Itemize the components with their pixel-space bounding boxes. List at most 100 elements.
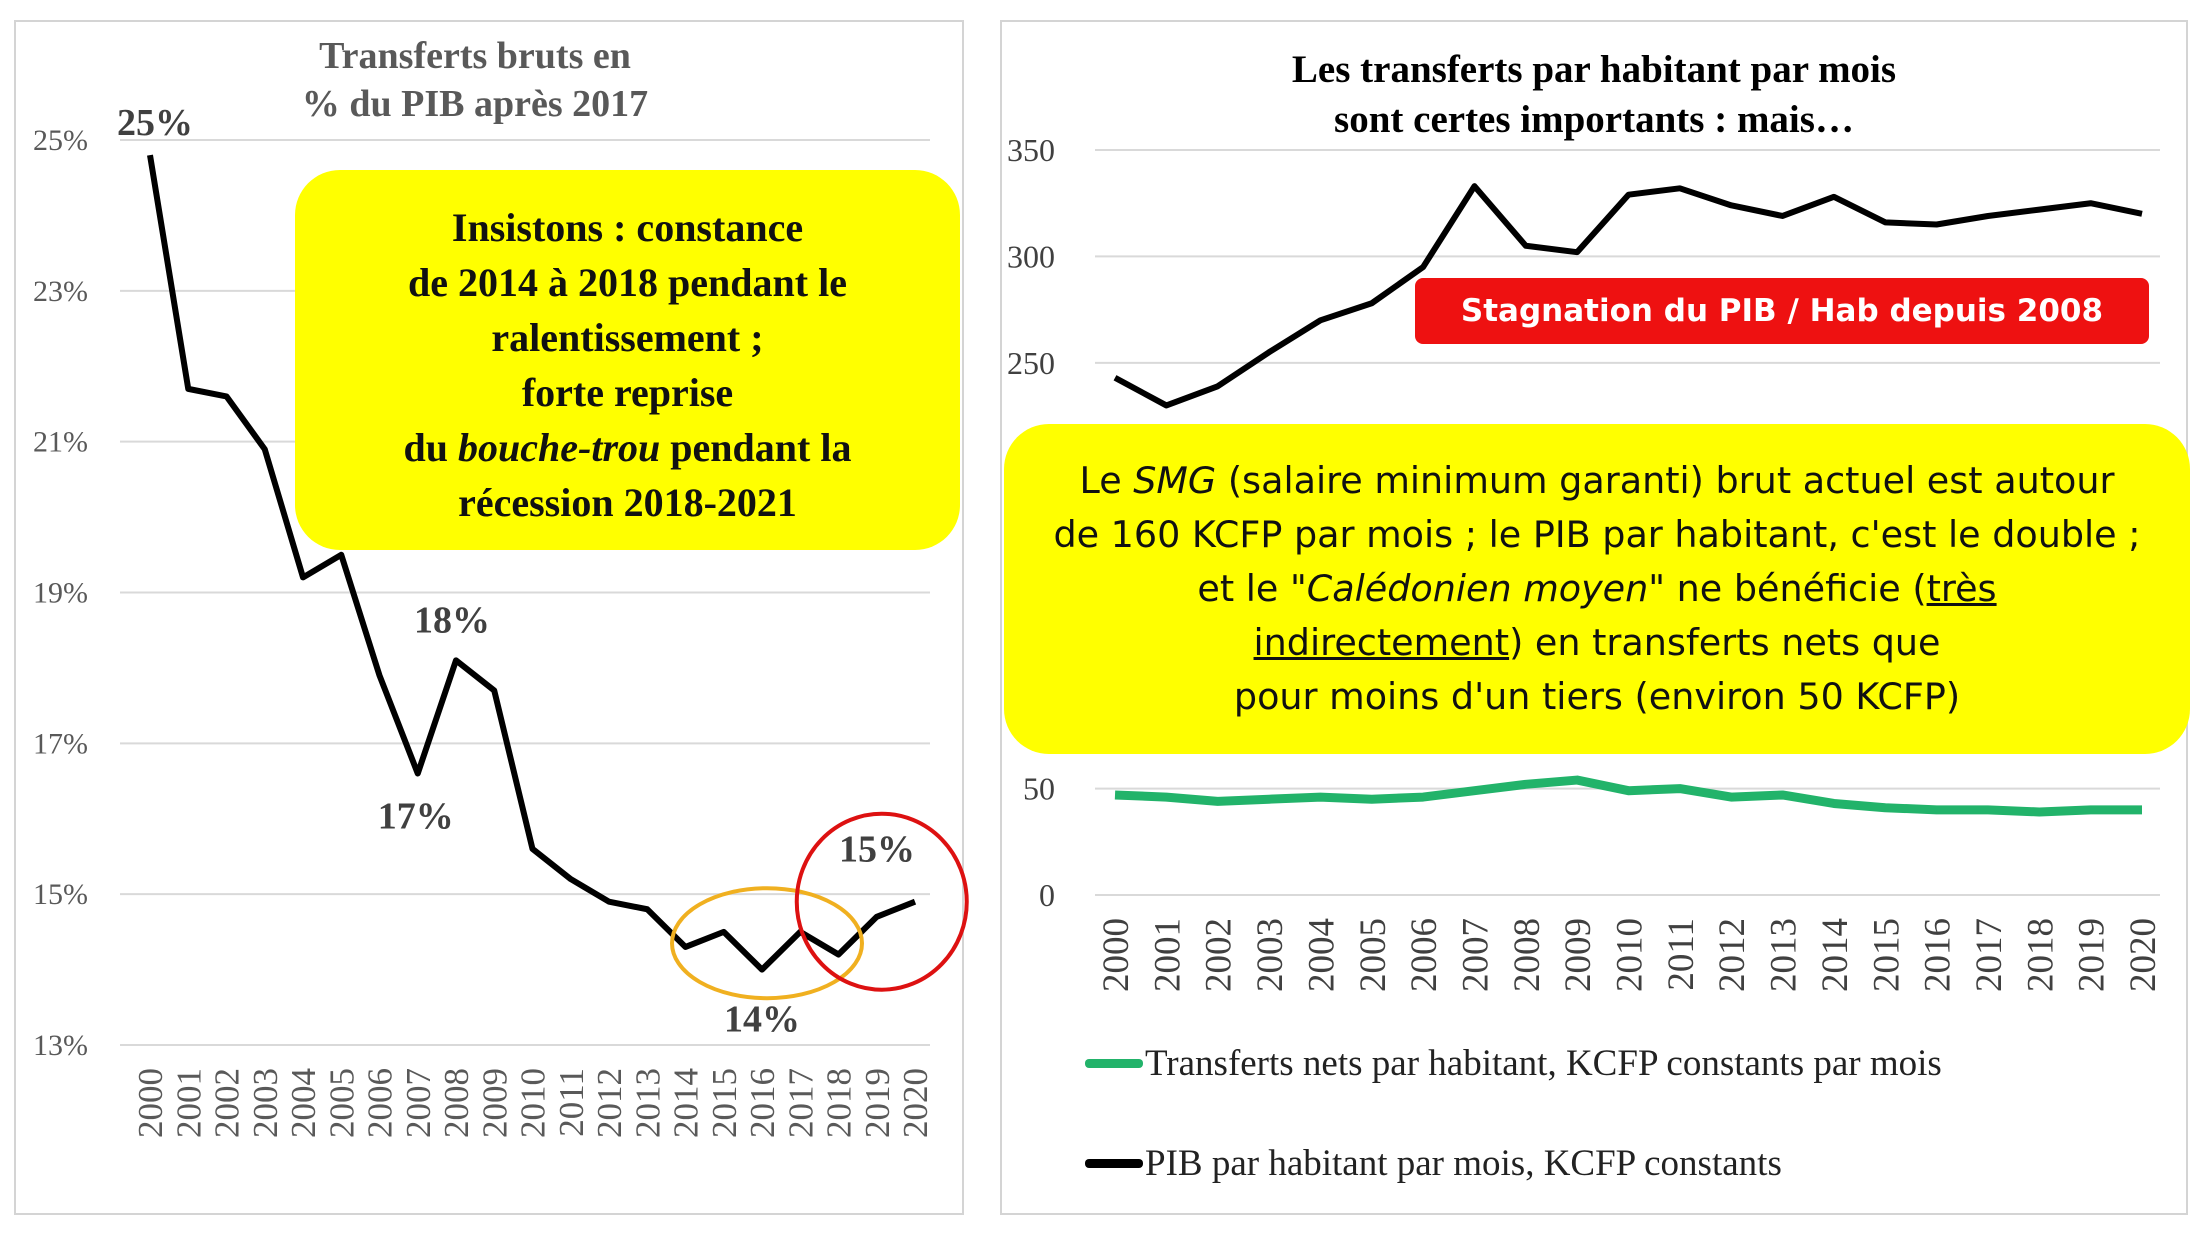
right-xtick-2015: 2015 <box>1866 918 1907 992</box>
right-ytick-250: 250 <box>1007 345 1055 381</box>
right-xtick-2014: 2014 <box>1815 918 1856 992</box>
right-chart-title-1: Les transferts par habitant par mois <box>1292 48 1896 91</box>
right-xtick-2002: 2002 <box>1199 918 1240 992</box>
right-ytick-300: 300 <box>1007 238 1055 274</box>
left-xtick-2017: 2017 <box>781 1068 820 1138</box>
left-xtick-2012: 2012 <box>590 1068 629 1138</box>
right-note-smg: SMG <box>1133 459 1217 502</box>
right-xtick-2000: 2000 <box>1096 918 1137 992</box>
legend-swatch-green <box>1085 1058 1143 1068</box>
right-xtick-2006: 2006 <box>1404 918 1445 992</box>
left-chart-title-1: Transferts bruts en <box>319 35 631 77</box>
left-note-line-2: de 2014 à 2018 pendant le <box>408 260 847 305</box>
left-note-line-6: récession 2018-2021 <box>458 480 797 525</box>
left-xtick-2003: 2003 <box>246 1068 285 1138</box>
left-xtick-2016: 2016 <box>743 1068 782 1138</box>
right-note-1c: (salaire minimum garanti) brut actuel es… <box>1216 459 2115 502</box>
left-ytick-25: 25% <box>33 124 88 157</box>
left-xtick-2007: 2007 <box>399 1068 438 1138</box>
right-xtick-2017: 2017 <box>1969 918 2010 992</box>
left-ytick-17: 17% <box>33 727 88 760</box>
left-data-label-2020: 15% <box>839 829 915 871</box>
left-highlight-red <box>794 811 969 992</box>
right-note-line-3: et le "Calédonien moyen" ne bénéficie (t… <box>1024 562 2170 616</box>
left-xtick-2005: 2005 <box>322 1068 361 1138</box>
left-note-line-3: ralentissement ; <box>491 315 764 360</box>
right-xtick-2007: 2007 <box>1455 918 1496 992</box>
left-note-bouche-trou: bouche-trou <box>458 425 661 470</box>
legend-label-pib: PIB par habitant par mois, KCFP constant… <box>1145 1142 1782 1184</box>
right-xtick-2001: 2001 <box>1147 918 1188 992</box>
right-ytick-350: 350 <box>1007 132 1055 168</box>
right-ytick-0: 0 <box>1039 877 1055 913</box>
right-note-line-4: indirectement) en transferts nets que <box>1024 616 2170 670</box>
right-xtick-2016: 2016 <box>1918 918 1959 992</box>
right-xtick-2005: 2005 <box>1353 918 1394 992</box>
left-xtick-2000: 2000 <box>131 1068 170 1138</box>
left-data-label-2008: 18% <box>414 599 490 641</box>
right-note-4b: ) en transferts nets que <box>1509 621 1941 664</box>
left-xtick-2006: 2006 <box>361 1068 400 1138</box>
right-note-indirectement: indirectement <box>1253 621 1510 664</box>
right-xtick-2009: 2009 <box>1558 918 1599 992</box>
right-note-caledonien: "Calédonien moyen" <box>1289 567 1666 610</box>
left-xtick-2018: 2018 <box>820 1068 859 1138</box>
left-note-line-4: forte reprise <box>521 370 734 415</box>
legend-swatch-black <box>1085 1158 1143 1168</box>
left-note-line-5a: du <box>403 425 459 470</box>
left-ytick-21: 21% <box>33 426 88 459</box>
right-note-3c: ne bénéficie ( <box>1665 567 1927 610</box>
right-xtick-2010: 2010 <box>1610 918 1651 992</box>
right-note-1a: Le <box>1079 459 1134 502</box>
left-ytick-19: 19% <box>33 577 88 610</box>
right-xtick-2018: 2018 <box>2020 918 2061 992</box>
right-xtick-2013: 2013 <box>1764 918 1805 992</box>
right-xtick-2012: 2012 <box>1712 918 1753 992</box>
left-series-line <box>147 154 917 973</box>
legend-label-transferts: Transferts nets par habitant, KCFP const… <box>1145 1042 1942 1084</box>
left-xtick-2010: 2010 <box>514 1068 553 1138</box>
left-data-label-2016: 14% <box>724 999 800 1041</box>
left-xtick-2020: 2020 <box>896 1068 935 1138</box>
right-series-transferts <box>1114 775 2142 817</box>
left-ytick-15: 15% <box>33 878 88 911</box>
legend-transferts: Transferts nets par habitant, KCFP const… <box>1085 1035 1942 1091</box>
left-xtick-2011: 2011 <box>552 1068 591 1137</box>
right-ytick-50: 50 <box>1023 771 1055 807</box>
left-xtick-2002: 2002 <box>208 1068 247 1138</box>
right-xtick-2019: 2019 <box>2072 918 2113 992</box>
right-note-line-1: Le SMG (salaire minimum garanti) brut ac… <box>1024 454 2170 508</box>
left-xtick-2004: 2004 <box>284 1068 323 1138</box>
right-note-line-2: de 160 KCFP par mois ; le PIB par habita… <box>1053 513 2141 556</box>
left-data-label-2000: 25% <box>117 102 193 144</box>
legend-pib: PIB par habitant par mois, KCFP constant… <box>1085 1135 1782 1191</box>
right-note-3a: et le <box>1197 567 1290 610</box>
left-xtick-2015: 2015 <box>705 1068 744 1138</box>
left-note-line-5c: pendant la <box>660 425 852 470</box>
right-xtick-2008: 2008 <box>1507 918 1548 992</box>
left-xtick-2008: 2008 <box>437 1068 476 1138</box>
right-note-tres: très <box>1926 567 1997 610</box>
left-chart-title-2: % du PIB après 2017 <box>302 83 648 125</box>
left-note-line-5: du bouche-trou pendant la <box>323 420 932 475</box>
left-xtick-2013: 2013 <box>628 1068 667 1138</box>
left-data-label-2007: 17% <box>378 796 454 838</box>
left-xtick-2001: 2001 <box>169 1068 208 1138</box>
right-xtick-2004: 2004 <box>1301 918 1342 992</box>
right-annotation-box: Le SMG (salaire minimum garanti) brut ac… <box>1004 424 2190 754</box>
left-ytick-23: 23% <box>33 275 88 308</box>
left-xtick-2014: 2014 <box>667 1068 706 1138</box>
right-xtick-2020: 2020 <box>2123 918 2164 992</box>
left-ytick-13: 13% <box>33 1029 88 1062</box>
right-series-pib <box>1113 183 2143 409</box>
left-annotation-box: Insistons : constance de 2014 à 2018 pen… <box>295 170 960 550</box>
right-chart-title-2: sont certes importants : mais… <box>1334 98 1854 141</box>
left-note-line-1: Insistons : constance <box>451 205 804 250</box>
right-xtick-2011: 2011 <box>1661 918 1702 991</box>
left-xtick-2009: 2009 <box>475 1068 514 1138</box>
left-highlight-orange <box>670 886 864 1001</box>
left-xtick-2019: 2019 <box>858 1068 897 1138</box>
stagnation-banner: Stagnation du PIB / Hab depuis 2008 <box>1415 278 2149 344</box>
right-note-line-5: pour moins d'un tiers (environ 50 KCFP) <box>1233 675 1961 718</box>
